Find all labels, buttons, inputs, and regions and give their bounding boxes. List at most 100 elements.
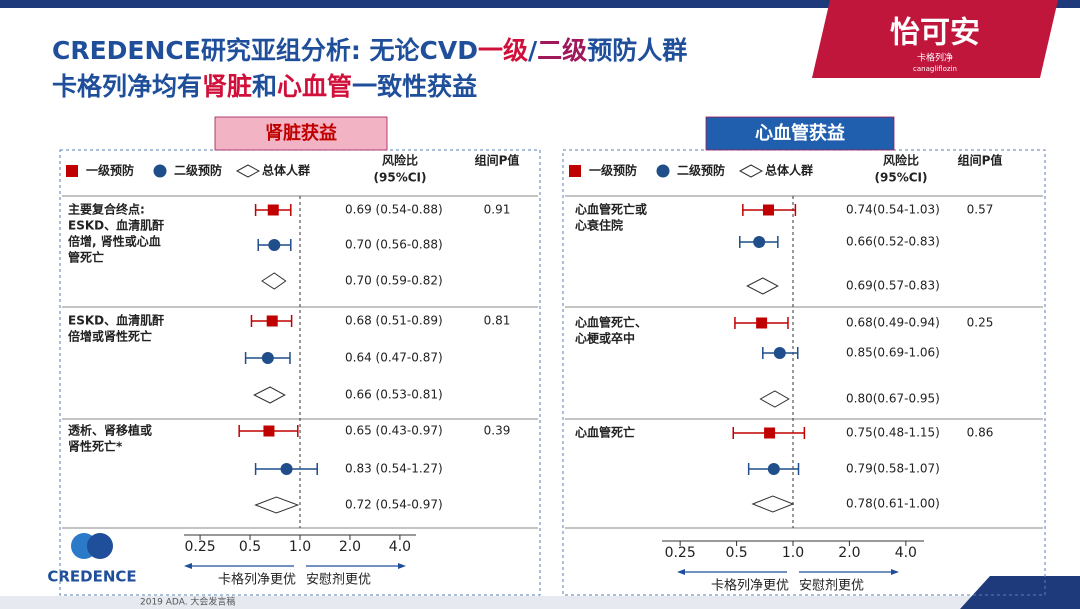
- hr-header: 风险比: [883, 153, 919, 168]
- estimate-label: 0.79(0.58-1.07): [846, 462, 940, 476]
- legend-label: 二级预防: [677, 163, 725, 178]
- estimate-diamond: [746, 277, 779, 295]
- p-header: 组间P值: [958, 153, 1003, 168]
- p-value: 0.25: [967, 316, 994, 330]
- group-label: 心血管死亡: [575, 425, 635, 440]
- group-label: 主要复合终点:: [68, 202, 145, 217]
- direction-label: 卡格列净更优: [218, 572, 296, 588]
- legend-marker: [656, 164, 670, 178]
- estimate-label: 0.83 (0.54-1.27): [345, 462, 443, 476]
- p-value: 0.39: [484, 424, 511, 438]
- estimate-marker: [773, 347, 786, 359]
- legend-marker: [569, 165, 581, 177]
- estimate-diamond: [759, 390, 790, 408]
- arrow-head: [184, 563, 192, 569]
- estimate-label: 0.66(0.52-0.83): [846, 235, 940, 249]
- estimate-marker: [267, 204, 279, 216]
- logo-banner: [812, 0, 1058, 78]
- group-label: 心血管死亡或: [575, 202, 647, 217]
- p-value: 0.91: [484, 203, 511, 217]
- group-label: 肾性死亡*: [68, 439, 123, 454]
- hr-header: (95%CI): [875, 171, 928, 185]
- legend-marker: [153, 164, 167, 178]
- estimate-label: 0.70 (0.56-0.88): [345, 238, 443, 252]
- panel-badge: [214, 116, 388, 151]
- estimate-marker: [268, 239, 281, 251]
- brand-icon: [87, 533, 113, 559]
- title-segment: 肾脏: [202, 72, 252, 101]
- top-bar: [0, 0, 1080, 8]
- logo-latin: canagliflozin: [913, 65, 957, 73]
- x-tick-label: 1.0: [289, 539, 311, 555]
- estimate-marker: [266, 315, 278, 327]
- group-label: 心梗或卒中: [575, 331, 635, 346]
- x-tick-label: 1.0: [782, 545, 804, 561]
- estimate-diamond: [253, 386, 286, 404]
- footer-text: 2019 ADA. 大会发言稿: [140, 596, 235, 608]
- direction-label: 卡格列净更优: [711, 578, 789, 594]
- title-segment: CREDENCE研究亚组分析: 无论CVD: [52, 36, 478, 65]
- legend-marker: [235, 164, 261, 178]
- title-segment: 预防人群: [587, 36, 687, 65]
- group-label: 倍增或肾性死亡: [68, 329, 152, 344]
- group-label: ESKD、血清肌酐: [68, 313, 164, 328]
- hr-header: 风险比: [382, 153, 418, 168]
- footer-bar: [0, 596, 1080, 609]
- legend-label: 二级预防: [174, 163, 222, 178]
- estimate-label: 0.68(0.49-0.94): [846, 316, 940, 330]
- x-tick-label: 0.25: [665, 545, 696, 561]
- group-label: 管死亡: [68, 250, 104, 265]
- estimate-marker: [263, 425, 275, 437]
- estimate-marker: [280, 463, 293, 475]
- estimate-label: 0.80(0.67-0.95): [846, 392, 940, 406]
- brand-logo: [71, 533, 113, 559]
- estimate-label: 0.78(0.61-1.00): [846, 497, 940, 511]
- estimate-label: 0.74(0.54-1.03): [846, 203, 940, 217]
- direction-label: 安慰剂更优: [799, 579, 864, 594]
- estimate-marker: [753, 236, 766, 248]
- x-tick-label: 0.5: [239, 539, 261, 555]
- estimate-marker: [261, 352, 274, 364]
- slide-title: 卡格列净均有肾脏和心血管一致性获益: [52, 72, 477, 101]
- panel-badge: [705, 116, 895, 151]
- panel-title: 肾脏获益: [265, 122, 337, 144]
- group-label: 心衰住院: [575, 218, 623, 233]
- estimate-diamond: [261, 272, 287, 290]
- title-segment: /: [528, 36, 538, 65]
- estimate-label: 0.75(0.48-1.15): [846, 426, 940, 440]
- title-segment: 心血管: [277, 72, 352, 101]
- estimate-label: 0.66 (0.53-0.81): [345, 388, 443, 402]
- panel-title: 心血管获益: [755, 122, 845, 144]
- estimate-diamond: [254, 496, 300, 514]
- x-tick-label: 2.0: [339, 539, 361, 555]
- group-label: 心血管死亡、: [575, 315, 647, 330]
- arrow-head: [677, 569, 685, 575]
- group-label: ESKD、血清肌酐: [68, 218, 164, 233]
- estimate-label: 0.72 (0.54-0.97): [345, 498, 443, 512]
- direction-label: 安慰剂更优: [306, 573, 371, 588]
- title-segment: 一致性获益: [352, 72, 477, 101]
- brand-name: CREDENCE: [47, 568, 136, 586]
- estimate-label: 0.69(0.57-0.83): [846, 279, 940, 293]
- estimate-label: 0.85(0.69-1.06): [846, 346, 940, 360]
- estimate-diamond: [751, 495, 795, 513]
- p-value: 0.57: [967, 203, 994, 217]
- estimate-marker: [756, 317, 768, 329]
- estimate-label: 0.65 (0.43-0.97): [345, 424, 443, 438]
- legend-label: 总体人群: [262, 163, 310, 178]
- estimate-marker: [767, 463, 780, 475]
- group-label: 透析、肾移植或: [68, 423, 152, 438]
- title-segment: 一级: [478, 36, 528, 65]
- hr-header: (95%CI): [374, 171, 427, 185]
- slide-title: CREDENCE研究亚组分析: 无论CVD一级/二级预防人群: [52, 36, 687, 65]
- p-header: 组间P值: [475, 153, 520, 168]
- estimate-label: 0.70 (0.59-0.82): [345, 274, 443, 288]
- estimate-marker: [762, 204, 774, 216]
- title-segment: 卡格列净均有: [52, 72, 202, 101]
- title-segment: 二级: [537, 36, 587, 65]
- legend-marker: [738, 164, 764, 178]
- legend-label: 一级预防: [86, 163, 134, 178]
- logo-name: 怡可安: [890, 16, 980, 51]
